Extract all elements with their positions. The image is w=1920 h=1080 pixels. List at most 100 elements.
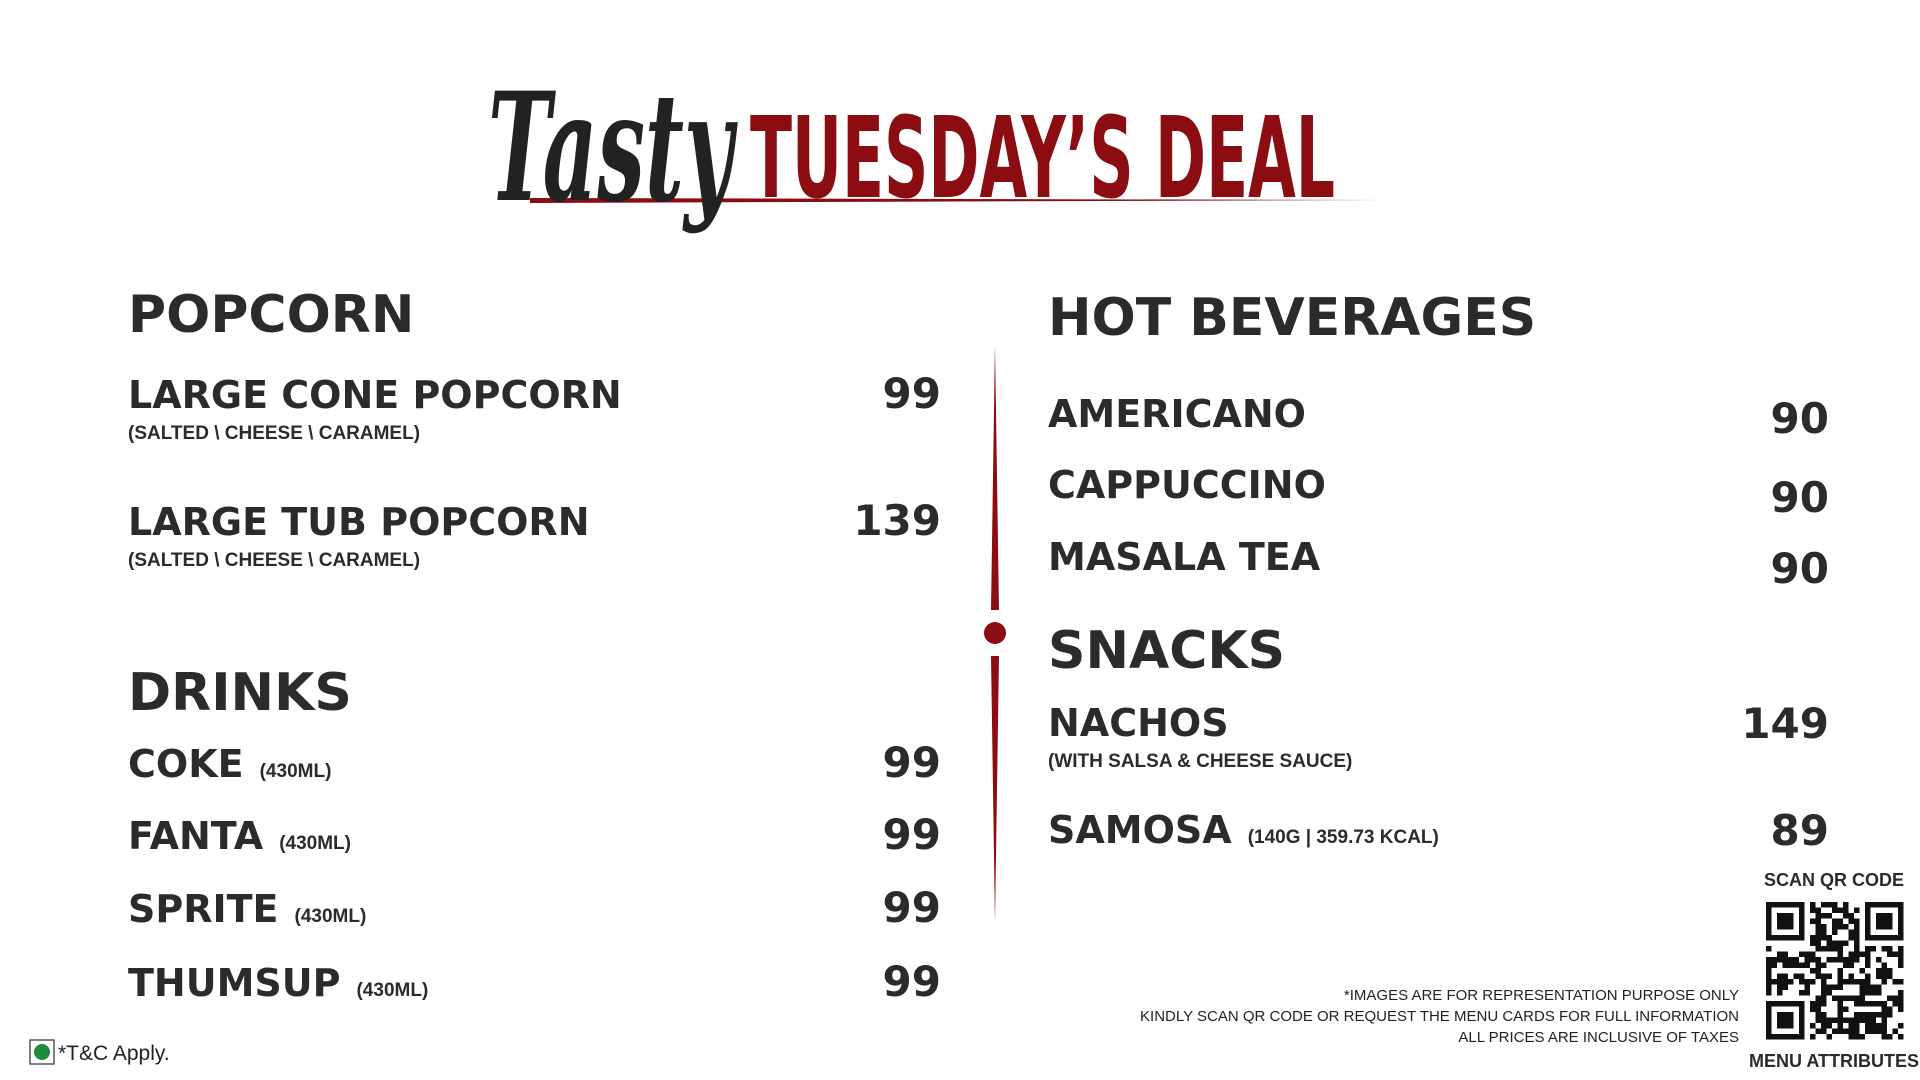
qr-cell <box>1821 1017 1827 1023</box>
qr-cell <box>1837 995 1843 1001</box>
qr-cell <box>1865 1028 1871 1034</box>
qr-cell <box>1804 990 1810 996</box>
qr-cell <box>1821 1012 1827 1018</box>
qr-cell <box>1848 962 1854 968</box>
qr-cell <box>1810 1023 1816 1029</box>
item-price: 99 <box>883 738 941 787</box>
divider-top <box>991 344 999 610</box>
qr-cell <box>1848 951 1854 957</box>
qr-cell <box>1810 951 1816 957</box>
qr-cell <box>1788 957 1794 963</box>
qr-cell <box>1854 1034 1860 1040</box>
qr-cell <box>1843 924 1849 930</box>
qr-cell <box>1848 1034 1854 1040</box>
qr-cell <box>1771 962 1777 968</box>
qr-cell <box>1865 979 1871 985</box>
qr-cell <box>1821 1001 1827 1007</box>
item-note: (430ML) <box>356 980 428 1001</box>
qr-cell <box>1859 1001 1865 1007</box>
qr-cell <box>1832 984 1838 990</box>
qr-cell <box>1810 907 1816 913</box>
qr-cell <box>1782 984 1788 990</box>
qr-cell <box>1865 1017 1871 1023</box>
qr-cell <box>1810 940 1816 946</box>
item-name: NACHOS <box>1048 701 1229 745</box>
qr-cell <box>1782 973 1788 979</box>
qr-cell <box>1881 1034 1887 1040</box>
qr-cell <box>1815 940 1821 946</box>
qr-cell <box>1810 918 1816 924</box>
divider-bottom <box>991 656 999 923</box>
qr-cell <box>1837 979 1843 985</box>
qr-finder <box>1777 913 1794 930</box>
item-name: MASALA TEA <box>1048 535 1321 579</box>
qr-cell <box>1766 962 1772 968</box>
item-name: LARGE TUB POPCORN <box>128 500 590 544</box>
qr-cell <box>1815 1017 1821 1023</box>
qr-cell <box>1854 1028 1860 1034</box>
qr-cell <box>1865 957 1871 963</box>
qr-cell <box>1898 962 1904 968</box>
tc-note: *T&C Apply. <box>58 1042 170 1065</box>
qr-cell <box>1887 1006 1893 1012</box>
qr-cell <box>1826 1017 1832 1023</box>
qr-cell <box>1898 1023 1904 1029</box>
qr-cell <box>1854 995 1860 1001</box>
qr-cell <box>1832 902 1838 908</box>
qr-cell <box>1766 973 1772 979</box>
qr-cell <box>1832 1017 1838 1023</box>
item-name: FANTA <box>128 814 264 858</box>
qr-cell <box>1876 957 1882 963</box>
qr-cell <box>1843 1028 1849 1034</box>
qr-cell <box>1810 957 1816 963</box>
qr-cell <box>1859 995 1865 1001</box>
item-name: AMERICANO <box>1048 392 1306 436</box>
qr-cell <box>1832 907 1838 913</box>
qr-cell <box>1777 979 1783 985</box>
qr-cell <box>1788 979 1794 985</box>
section-heading: HOT BEVERAGES <box>1048 288 1536 348</box>
qr-cell <box>1898 990 1904 996</box>
qr-cell <box>1859 968 1865 974</box>
qr-cell <box>1826 957 1832 963</box>
qr-cell <box>1821 935 1827 941</box>
footer-note: ALL PRICES ARE INCLUSIVE OF TAXES <box>1458 1029 1739 1046</box>
qr-cell <box>1859 1017 1865 1023</box>
qr-cell <box>1892 995 1898 1001</box>
qr-cell <box>1876 968 1882 974</box>
qr-cell <box>1870 1023 1876 1029</box>
qr-cell <box>1854 918 1860 924</box>
qr-cell <box>1870 1017 1876 1023</box>
qr-label: MENU ATTRIBUTES <box>1749 1051 1919 1071</box>
qr-cell <box>1832 929 1838 935</box>
qr-cell <box>1876 990 1882 996</box>
qr-cell <box>1837 924 1843 930</box>
qr-cell <box>1815 1028 1821 1034</box>
qr-cell <box>1865 1023 1871 1029</box>
qr-cell <box>1898 957 1904 963</box>
qr-cell <box>1887 973 1893 979</box>
qr-cell <box>1876 984 1882 990</box>
qr-cell <box>1892 979 1898 985</box>
qr-cell <box>1777 984 1783 990</box>
qr-cell <box>1837 968 1843 974</box>
qr-cell <box>1848 1023 1854 1029</box>
qr-cell <box>1898 1034 1904 1040</box>
qr-cell <box>1826 984 1832 990</box>
item-note: (140G | 359.73 KCAL) <box>1248 827 1439 848</box>
qr-cell <box>1887 1012 1893 1018</box>
qr-cell <box>1793 962 1799 968</box>
qr-cell <box>1854 1023 1860 1029</box>
item-name: CAPPUCCINO <box>1048 463 1326 507</box>
qr-cell <box>1799 979 1805 985</box>
title-underline <box>530 198 1384 203</box>
qr-cell <box>1815 1012 1821 1018</box>
item-price: 149 <box>1741 699 1829 748</box>
qr-cell <box>1859 979 1865 985</box>
item-note: (WITH SALSA & CHEESE SAUCE) <box>1048 751 1352 772</box>
qr-cell <box>1837 946 1843 952</box>
qr-cell <box>1870 990 1876 996</box>
veg-dot <box>34 1044 50 1060</box>
qr-cell <box>1854 946 1860 952</box>
